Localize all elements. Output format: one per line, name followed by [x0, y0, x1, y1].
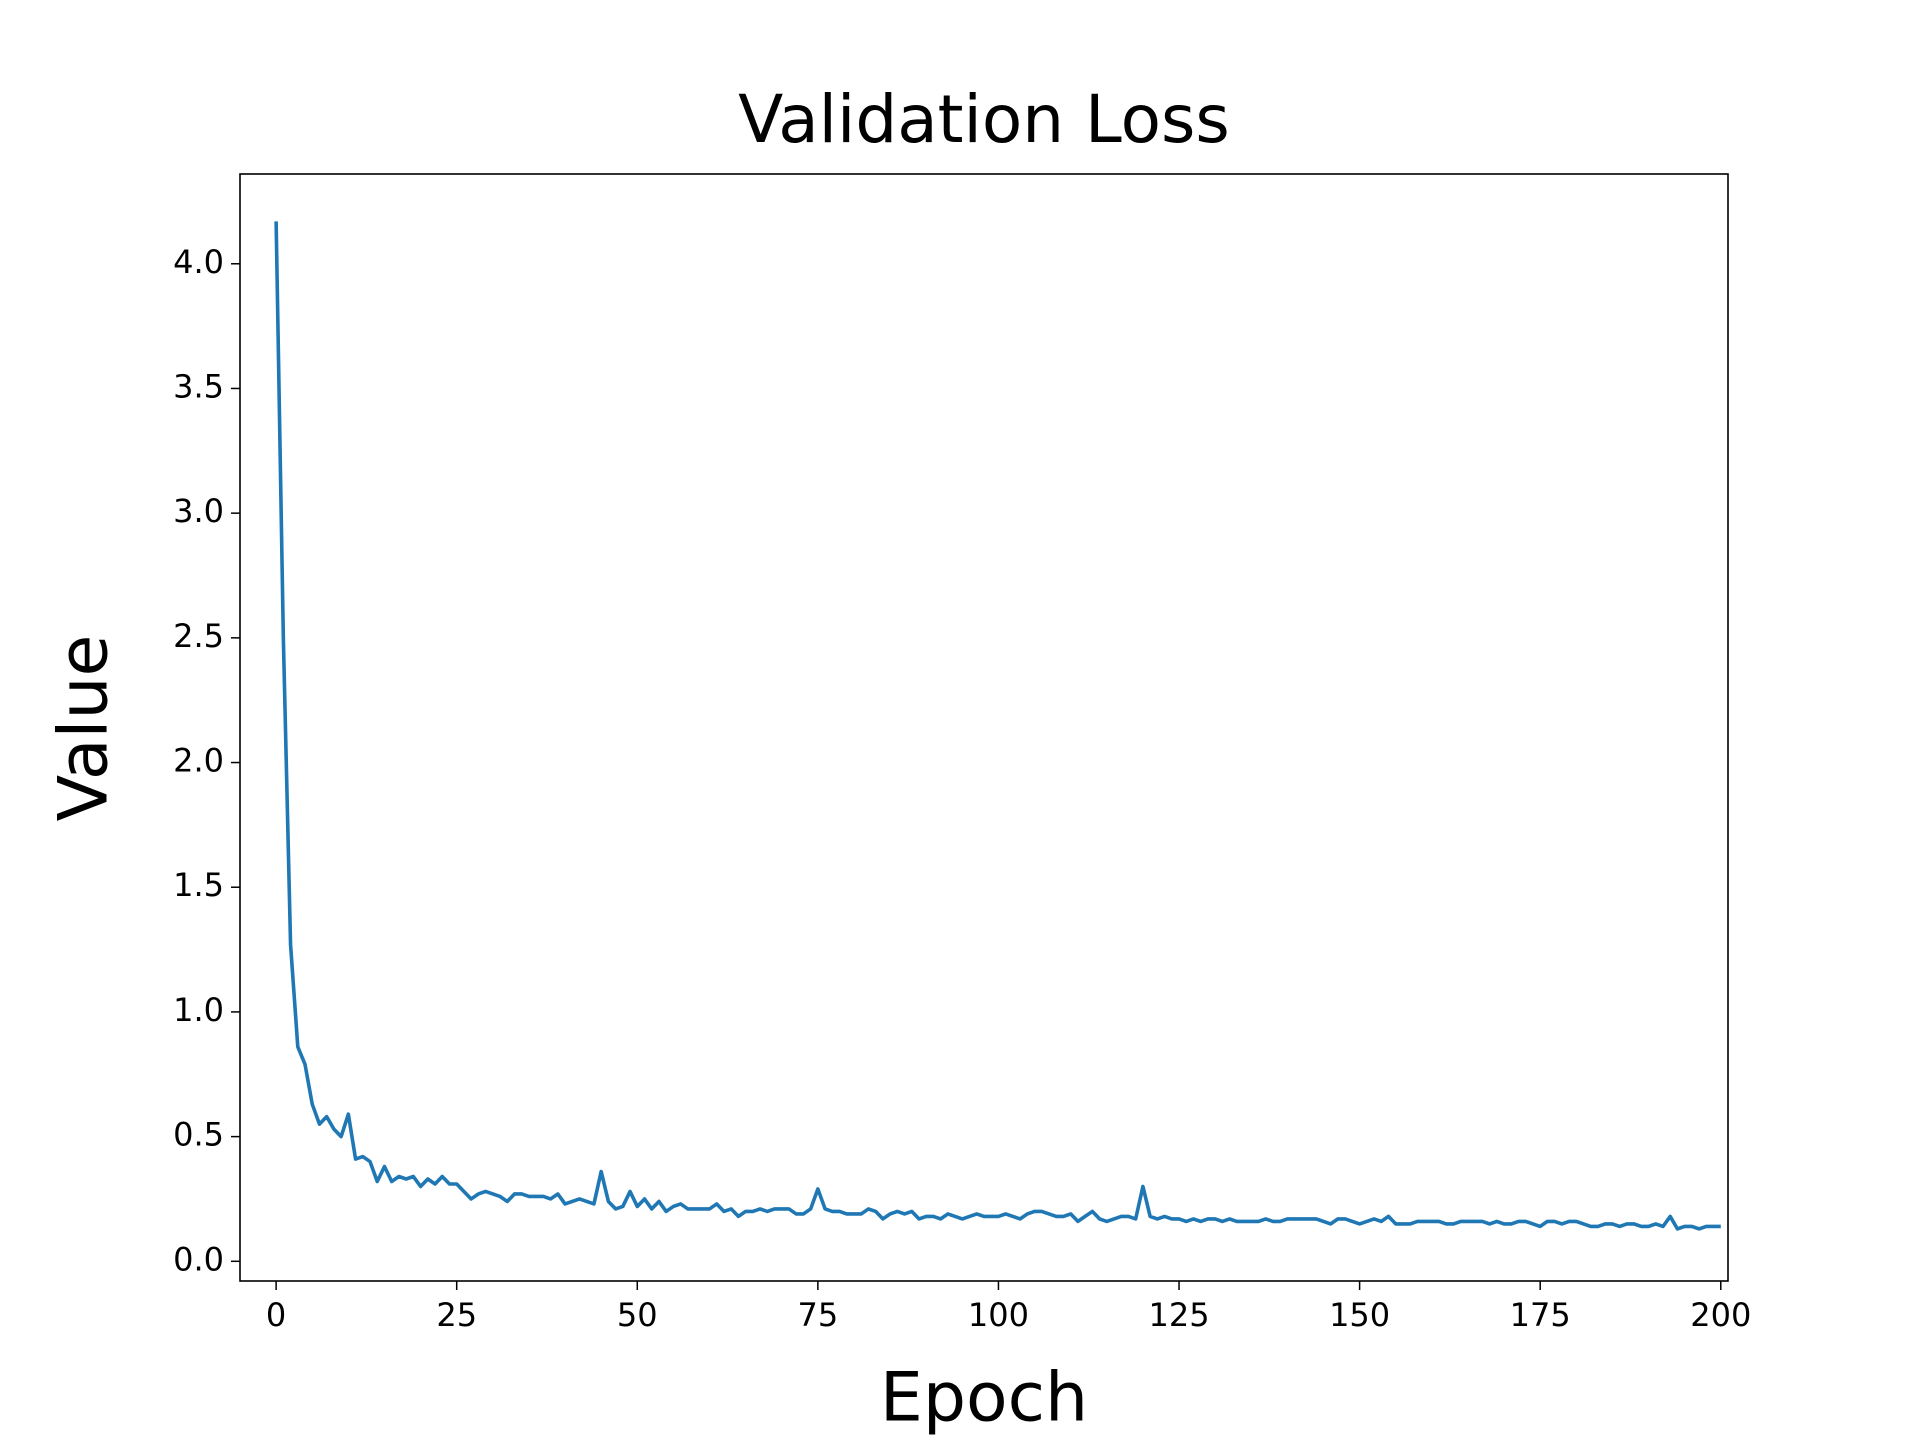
y-tick-label: 1.0	[173, 991, 224, 1029]
y-tick-label: 3.5	[173, 367, 224, 405]
chart-title: Validation Loss	[738, 81, 1230, 158]
x-tick-label: 100	[968, 1296, 1029, 1334]
x-axis-label: Epoch	[880, 1359, 1088, 1438]
y-tick-label: 4.0	[173, 243, 224, 281]
x-tick-label: 25	[436, 1296, 477, 1334]
y-tick-label: 2.0	[173, 742, 224, 780]
x-tick-label: 175	[1510, 1296, 1571, 1334]
y-tick-label: 3.0	[173, 492, 224, 530]
x-tick-label: 50	[617, 1296, 658, 1334]
x-tick-label: 125	[1148, 1296, 1209, 1334]
x-tick-label: 75	[798, 1296, 839, 1334]
y-tick-label: 2.5	[173, 617, 224, 655]
x-tick-label: 150	[1329, 1296, 1390, 1334]
y-axis-label: Value	[45, 635, 124, 822]
data-line	[274, 221, 1721, 1231]
y-tick-label: 0.0	[173, 1240, 224, 1278]
x-tick-label: 0	[266, 1296, 286, 1334]
plot-frame	[239, 173, 1729, 1282]
y-tick-label: 0.5	[173, 1116, 224, 1154]
y-tick-label: 1.5	[173, 866, 224, 904]
x-tick-label: 200	[1690, 1296, 1751, 1334]
